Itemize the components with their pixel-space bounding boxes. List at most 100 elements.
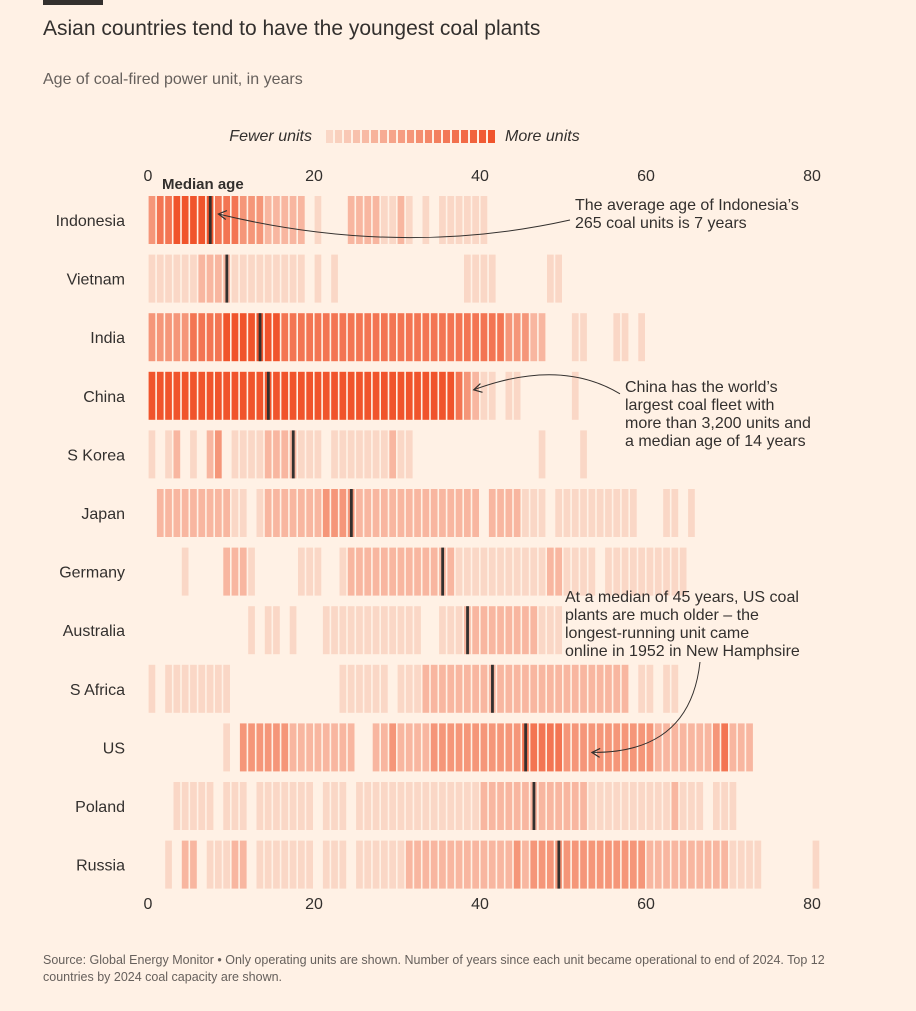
unit-cell (381, 430, 388, 479)
unit-cell (198, 371, 206, 420)
unit-cell (405, 489, 413, 537)
unit-cell (447, 196, 455, 244)
unit-cell (671, 489, 679, 537)
unit-cell (248, 313, 255, 362)
unit-cell (148, 371, 156, 420)
unit-cell (679, 782, 687, 830)
unit-cell (273, 254, 280, 303)
unit-cell (364, 606, 372, 655)
unit-cell (464, 723, 471, 772)
country-label: Germany (59, 565, 125, 582)
annotation-us-text: longest-running unit came (565, 625, 749, 642)
unit-cell (430, 840, 438, 889)
unit-cell (148, 313, 156, 362)
unit-cell (339, 723, 347, 772)
country-label: Australia (63, 623, 125, 640)
unit-cell (397, 840, 405, 889)
unit-cell (596, 664, 604, 713)
unit-cell (331, 254, 338, 303)
unit-cell (181, 840, 189, 889)
unit-cell (364, 430, 372, 479)
unit-cell (397, 196, 405, 244)
unit-cell (322, 313, 330, 362)
annotation-china-text: China has the world’s (625, 379, 778, 396)
unit-cell (547, 254, 554, 303)
unit-cell (306, 840, 313, 889)
unit-cell (215, 430, 222, 479)
unit-cell (472, 664, 479, 713)
unit-cell (555, 489, 562, 537)
unit-cell (414, 664, 421, 713)
chart-subtitle: Age of coal-fired power unit, in years (43, 71, 303, 88)
unit-cell (605, 782, 612, 830)
unit-cell (239, 840, 247, 889)
unit-cell (696, 782, 704, 830)
unit-cell (347, 547, 355, 596)
unit-cell (464, 840, 471, 889)
unit-cell (571, 371, 579, 420)
unit-cell (547, 606, 554, 655)
unit-cell (273, 313, 280, 362)
unit-cell (538, 782, 546, 830)
unit-cell (580, 840, 587, 889)
unit-cell (322, 489, 330, 537)
unit-cell (381, 313, 388, 362)
unit-cell (605, 547, 612, 596)
unit-cell (223, 371, 230, 420)
unit-cell (513, 371, 521, 420)
unit-cell (414, 782, 421, 830)
unit-cell (464, 254, 471, 303)
unit-cell (729, 723, 737, 772)
x-tick-label-top: 20 (305, 168, 323, 185)
unit-cell (455, 196, 463, 244)
unit-cell (289, 782, 297, 830)
unit-cell (198, 782, 206, 830)
unit-cell (223, 547, 230, 596)
unit-cell (571, 782, 579, 830)
unit-cell (364, 782, 372, 830)
legend-fewer-label: Fewer units (229, 128, 312, 145)
legend-swatch (488, 130, 495, 143)
unit-cell (713, 840, 720, 889)
unit-cell (530, 489, 538, 537)
unit-cell (638, 723, 645, 772)
unit-cell (555, 606, 562, 655)
unit-cell (223, 664, 230, 713)
unit-cell (513, 664, 521, 713)
unit-cell (671, 664, 679, 713)
unit-cell (256, 254, 264, 303)
unit-cell (513, 547, 521, 596)
unit-cell (206, 371, 214, 420)
unit-cell (165, 840, 172, 889)
unit-cell (314, 547, 322, 596)
unit-cell (264, 313, 272, 362)
unit-cell (638, 547, 645, 596)
unit-cell (289, 840, 297, 889)
median-line (491, 664, 494, 713)
unit-cell (704, 840, 712, 889)
unit-cell (322, 840, 330, 889)
unit-cell (298, 547, 305, 596)
x-tick-label-top: 40 (471, 168, 489, 185)
unit-cell (513, 782, 521, 830)
unit-cell (273, 782, 280, 830)
unit-cell (264, 489, 272, 537)
unit-cell (356, 547, 363, 596)
unit-cell (713, 723, 720, 772)
unit-cell (646, 840, 654, 889)
unit-cell (264, 196, 272, 244)
unit-cell (331, 606, 338, 655)
unit-cell (181, 313, 189, 362)
unit-cell (306, 723, 313, 772)
unit-cell (447, 840, 455, 889)
unit-cell (148, 430, 156, 479)
unit-cell (671, 547, 679, 596)
unit-cell (679, 547, 687, 596)
unit-cell (281, 430, 289, 479)
unit-cell (505, 547, 513, 596)
unit-cell (538, 313, 546, 362)
country-label: China (83, 389, 125, 406)
unit-cell (754, 840, 762, 889)
unit-cell (513, 489, 521, 537)
unit-cell (405, 664, 413, 713)
